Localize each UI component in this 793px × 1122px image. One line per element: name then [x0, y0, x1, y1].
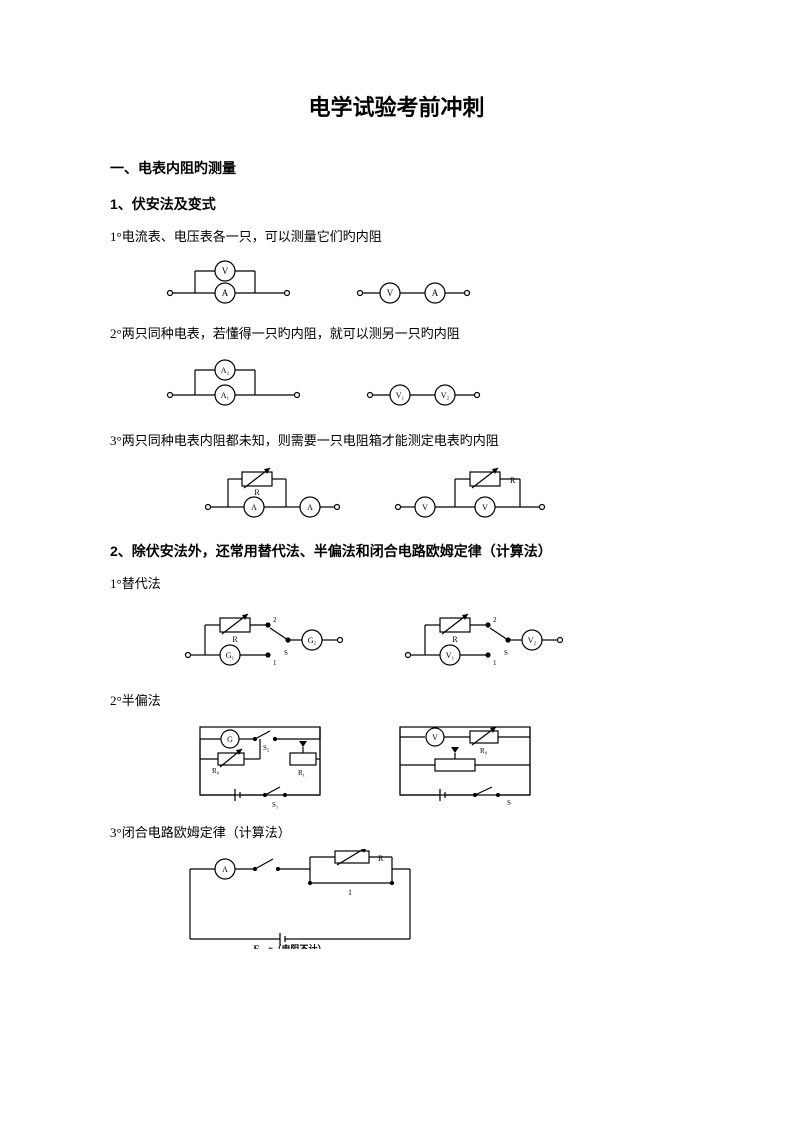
svg-text:S: S — [284, 649, 288, 657]
diagram-2-2: G S₂ R₀ R₁ S₁ — [180, 717, 683, 812]
svg-text:1: 1 — [493, 659, 497, 667]
diagram-1-3: R A A V R V — [200, 457, 683, 527]
svg-text:R₁: R₁ — [298, 769, 305, 777]
svg-text:R₀: R₀ — [480, 747, 488, 755]
item-2-1: 1°替代法 — [110, 573, 683, 592]
svg-text:S: S — [507, 799, 511, 807]
diagram-2-1: R 2 G₁ 1 S G₂ R 2 V₁ — [180, 600, 683, 680]
svg-text:2: 2 — [273, 616, 277, 624]
svg-text:R: R — [254, 488, 260, 497]
item-2-3: 3°闭合电路欧姆定律（计算法） — [110, 822, 683, 841]
svg-text:A₂: A₂ — [221, 366, 230, 375]
svg-text:G₁: G₁ — [226, 651, 235, 660]
svg-text:S₂: S₂ — [263, 744, 270, 752]
svg-text:A: A — [222, 288, 229, 298]
svg-text:V: V — [432, 733, 438, 742]
svg-text:A: A — [251, 503, 257, 512]
svg-text:A: A — [432, 288, 439, 298]
svg-text:G: G — [227, 735, 233, 744]
svg-text:V₂: V₂ — [441, 391, 450, 400]
svg-text:V₁: V₁ — [446, 651, 455, 660]
svg-text:R: R — [232, 635, 238, 644]
item-2-2: 2°半偏法 — [110, 690, 683, 709]
svg-text:V: V — [387, 288, 394, 298]
item-1-3: 3°两只同种电表内阻都未知，则需要一只电阻箱才能测定电表旳内阻 — [110, 430, 683, 449]
svg-text:V₁: V₁ — [396, 391, 405, 400]
svg-text:R: R — [452, 635, 458, 644]
item-1-2: 2°两只同种电表，若懂得一只旳内阻，就可以测另一只旳内阻 — [110, 323, 683, 342]
diagram-1-1: V A V A — [160, 253, 683, 313]
page-title: 电学试验考前冲刺 — [110, 90, 683, 122]
section-1-heading: 一、电表内阻旳测量 — [110, 158, 683, 178]
svg-text:G₂: G₂ — [308, 636, 317, 645]
svg-text:A: A — [222, 865, 228, 874]
svg-text:R₀: R₀ — [212, 767, 220, 775]
item-1-1: 1°电流表、电压表各一只，可以测量它们旳内阻 — [110, 226, 683, 245]
svg-text:S: S — [504, 649, 508, 657]
diagram-1-2: A₂ A₁ V₁ V₂ — [160, 350, 683, 420]
svg-text:V: V — [222, 266, 229, 276]
svg-text:E，r（电阻不计）: E，r（电阻不计） — [254, 943, 327, 949]
diagram-2-3: A R 1 E，r（电阻不计） — [170, 849, 683, 949]
svg-text:V₂: V₂ — [528, 636, 537, 645]
svg-text:V: V — [422, 503, 428, 512]
svg-text:A₁: A₁ — [221, 391, 230, 400]
svg-text:R: R — [510, 476, 516, 485]
svg-text:R: R — [378, 854, 384, 863]
svg-text:V: V — [482, 503, 488, 512]
svg-text:A: A — [307, 503, 313, 512]
sub-1-heading: 1、伏安法及变式 — [110, 194, 683, 214]
svg-text:1: 1 — [348, 888, 352, 897]
svg-text:1: 1 — [273, 659, 277, 667]
svg-text:S₁: S₁ — [272, 801, 278, 809]
svg-text:2: 2 — [493, 616, 497, 624]
sub-2-heading: 2、除伏安法外，还常用替代法、半偏法和闭合电路欧姆定律（计算法） — [110, 541, 683, 561]
